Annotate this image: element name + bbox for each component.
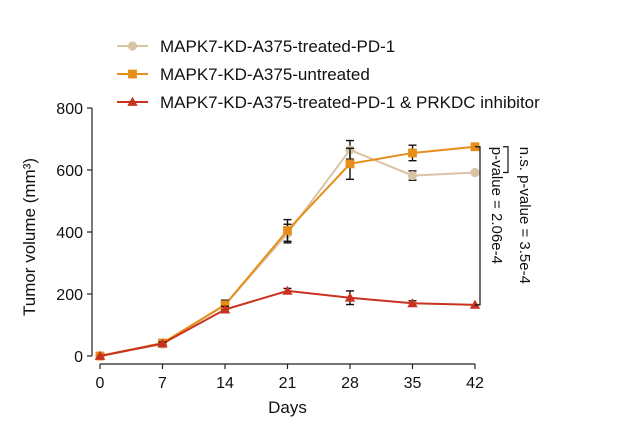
x-tick-label: 0 bbox=[96, 375, 105, 392]
x-tick-label: 28 bbox=[341, 375, 359, 392]
y-tick-label: 400 bbox=[56, 225, 83, 242]
y-tick-label: 600 bbox=[56, 163, 83, 180]
x-tick-label: 21 bbox=[279, 375, 297, 392]
legend-marker bbox=[128, 69, 137, 79]
data-point bbox=[157, 338, 168, 348]
legend-label: MAPK7-KD-A375-treated-PD-1 bbox=[160, 37, 395, 56]
data-point bbox=[344, 292, 356, 302]
data-point bbox=[407, 170, 418, 181]
legend: MAPK7-KD-A375-treated-PD-1 MAPK7-KD-A375-… bbox=[117, 37, 540, 112]
data-point bbox=[469, 299, 481, 309]
legend-item-1: MAPK7-KD-A375-treated-PD-1 bbox=[117, 37, 395, 56]
legend-marker bbox=[127, 41, 138, 51]
significance-label: p-value = 2.06e-4 bbox=[488, 147, 505, 264]
data-point bbox=[282, 285, 293, 295]
data-point bbox=[408, 148, 417, 158]
annotations: n.s. p-value = 3.5e-4 p-value = 2.06e-4 bbox=[475, 146, 533, 306]
data-point bbox=[94, 350, 106, 360]
x-tick-label: 35 bbox=[404, 375, 422, 392]
data-point bbox=[219, 304, 231, 314]
significance-label: n.s. p-value = 3.5e-4 bbox=[516, 147, 533, 284]
axes: 0 200 400 600 800 0 7 14 21 28 35 42 Days Tumor volum… bbox=[20, 101, 484, 417]
significance-bracket-2: p-value = 2.06e-4 bbox=[475, 146, 505, 306]
x-axis-label: Days bbox=[268, 398, 307, 417]
significance-bracket-1: n.s. p-value = 3.5e-4 bbox=[503, 146, 533, 284]
x-tick-label: 42 bbox=[466, 375, 484, 392]
bracket-line bbox=[475, 146, 481, 306]
data-point bbox=[345, 159, 355, 169]
series-layer bbox=[94, 139, 481, 361]
legend-label: MAPK7-KD-A375-untreated bbox=[160, 65, 370, 84]
series-line bbox=[99, 145, 476, 357]
data-point bbox=[283, 226, 292, 235]
legend-marker bbox=[127, 96, 138, 106]
data-point bbox=[470, 167, 480, 178]
x-tick-label: 14 bbox=[216, 375, 234, 392]
series-line bbox=[99, 148, 476, 357]
legend-label: MAPK7-KD-A375-treated-PD-1 & PRKDC inhib… bbox=[160, 93, 540, 112]
data-point bbox=[407, 298, 418, 308]
legend-item-3: MAPK7-KD-A375-treated-PD-1 & PRKDC inhib… bbox=[117, 93, 540, 112]
y-tick-label: 200 bbox=[56, 287, 83, 304]
y-tick-label: 800 bbox=[56, 101, 83, 118]
legend-item-2: MAPK7-KD-A375-untreated bbox=[117, 65, 370, 84]
bracket-line bbox=[503, 146, 509, 174]
y-axis-label: Tumor volume (mm³) bbox=[20, 158, 39, 316]
series-1 bbox=[95, 139, 480, 361]
y-tick-label: 0 bbox=[74, 349, 83, 366]
x-tick-label: 7 bbox=[158, 375, 167, 392]
series-3 bbox=[94, 285, 481, 360]
